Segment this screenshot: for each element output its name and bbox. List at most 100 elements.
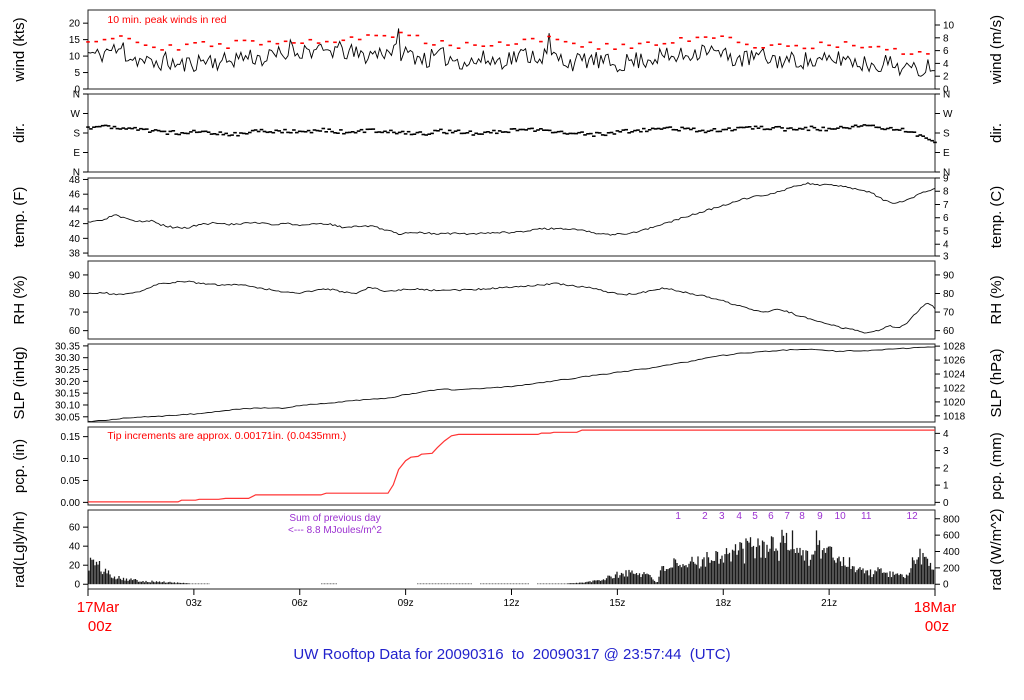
ytick-right-dir: W — [943, 109, 953, 120]
axis-label-left-wind: wind (kts) — [11, 17, 28, 82]
ytick-left-rh: 80 — [69, 289, 81, 300]
ytick-left-slp: 30.10 — [55, 400, 80, 411]
xtick-label: 03z — [186, 598, 202, 609]
axis-label-right-rad: rad (W/m^2) — [988, 508, 1005, 590]
ytick-left-rad: 40 — [69, 542, 81, 553]
ytick-right-slp: 1026 — [943, 356, 966, 367]
ytick-left-temp: 38 — [69, 249, 81, 260]
ytick-right-temp: 4 — [943, 240, 949, 251]
x-start-date-line1: 17Mar — [77, 599, 120, 616]
ytick-left-dir: W — [71, 109, 81, 120]
ytick-right-rh: 80 — [943, 289, 955, 300]
annotation-rad-0: Sum of previous day — [289, 513, 380, 524]
axis-label-left-rh: RH (%) — [11, 275, 28, 324]
ytick-left-slp: 30.35 — [55, 341, 80, 352]
chart-title: UW Rooftop Data for 20090316 to 20090317… — [293, 646, 731, 663]
ytick-left-temp: 42 — [69, 219, 81, 230]
ytick-right-pcp: 2 — [943, 463, 949, 474]
ytick-left-temp: 46 — [69, 190, 81, 201]
series-relative-humidity — [87, 280, 936, 334]
ytick-right-wind: 4 — [943, 59, 949, 70]
ytick-left-pcp: 0.10 — [61, 454, 81, 465]
ytick-left-dir: E — [73, 148, 80, 159]
panel-temp: 38 40 42 44 46 48 34 5 6 7 8 9 temp. (F) temp. (C) — [11, 174, 1005, 263]
ytick-left-slp: 30.30 — [55, 353, 80, 364]
ytick-left-wind: 10 — [69, 52, 81, 63]
axis-label-left-slp: SLP (inHg) — [11, 346, 28, 419]
ytick-left-slp: 30.25 — [55, 365, 80, 376]
ytick-right-wind: 6 — [943, 46, 949, 57]
series-temperature — [87, 182, 936, 236]
axis-label-left-temp: temp. (F) — [11, 187, 28, 248]
ytick-left-slp: 30.05 — [55, 412, 80, 423]
annotation-rad-4: 3 — [719, 511, 725, 522]
annotation-rad-5: 4 — [736, 511, 742, 522]
ytick-left-dir: S — [73, 129, 80, 140]
xtick-label: 09z — [398, 598, 414, 609]
axis-label-right-wind: wind (m/s) — [988, 15, 1005, 85]
axis-label-left-rad: rad(Lgly/hr) — [11, 511, 28, 588]
annotation-rad-13: 12 — [907, 511, 919, 522]
panel-frame-wind — [87, 9, 936, 90]
ytick-right-pcp: 4 — [943, 429, 949, 440]
ytick-right-rad: 0 — [943, 580, 949, 591]
ytick-right-temp: 8 — [943, 187, 949, 198]
annotation-rad-12: 11 — [861, 511, 872, 522]
annotation-rad-3: 2 — [702, 511, 708, 522]
ytick-right-pcp: 1 — [943, 481, 949, 492]
panel-rh: 60 70 80 90 60 70 80 90 RH (%) RH (%) — [11, 260, 1005, 340]
axis-label-right-pcp: pcp. (mm) — [988, 432, 1005, 500]
ytick-left-rad: 20 — [69, 561, 81, 572]
xtick-label: 12z — [503, 598, 519, 609]
ytick-left-dir: N — [73, 168, 80, 179]
series-precip-accumulation — [88, 429, 935, 503]
ytick-left-rh: 90 — [69, 270, 81, 281]
panel-frame-pcp — [87, 426, 936, 506]
ytick-left-wind: 15 — [69, 35, 81, 46]
ytick-right-temp: 9 — [943, 174, 949, 185]
ytick-left-slp: 30.15 — [55, 389, 80, 400]
ytick-right-temp: 3 — [943, 252, 949, 263]
annotation-rad-2: 1 — [675, 511, 681, 522]
x-start-date-line2: 00z — [88, 618, 112, 635]
ytick-right-rad: 400 — [943, 547, 960, 558]
axis-label-left-pcp: pcp. (in) — [11, 439, 28, 493]
ytick-right-pcp: 3 — [943, 446, 949, 457]
annotation-rad-11: 10 — [835, 511, 847, 522]
annotation-rad-9: 8 — [799, 511, 805, 522]
ytick-right-slp: 1024 — [943, 370, 966, 381]
panel-frame-slp — [87, 343, 936, 423]
ytick-right-pcp: 0 — [943, 498, 949, 509]
ytick-right-temp: 5 — [943, 226, 949, 237]
ytick-right-temp: 7 — [943, 200, 949, 211]
ytick-right-wind: 0 — [943, 85, 949, 96]
ytick-right-rad: 800 — [943, 514, 960, 525]
ytick-left-temp: 44 — [69, 204, 81, 215]
annotation-wind-0: 10 min. peak winds in red — [107, 14, 226, 26]
ytick-right-rad: 600 — [943, 531, 960, 542]
xtick-label: 06z — [292, 598, 308, 609]
ytick-left-rad: 0 — [74, 580, 80, 591]
xtick-label: 18z — [715, 598, 731, 609]
panel-frame-rh — [87, 260, 936, 340]
ytick-right-dir: E — [943, 148, 950, 159]
ytick-left-slp: 30.20 — [55, 377, 80, 388]
annotation-rad-6: 5 — [752, 511, 758, 522]
series-wind-direction — [86, 124, 937, 144]
ytick-right-rad: 200 — [943, 563, 960, 574]
ytick-right-dir: S — [943, 129, 950, 140]
ytick-right-slp: 1018 — [943, 411, 966, 422]
ytick-left-pcp: 0.15 — [61, 432, 81, 443]
series-solar-radiation — [88, 529, 935, 585]
x-end-date-line2: 00z — [925, 618, 949, 635]
axis-label-left-dir: dir. — [11, 123, 28, 143]
ytick-right-slp: 1020 — [943, 397, 966, 408]
series-wind-speed — [87, 28, 936, 77]
ytick-right-wind: 8 — [943, 33, 949, 44]
ytick-left-temp: 48 — [69, 175, 81, 186]
ytick-right-dir: N — [943, 168, 950, 179]
ytick-right-temp: 6 — [943, 213, 949, 224]
ytick-left-wind: 5 — [74, 68, 80, 79]
